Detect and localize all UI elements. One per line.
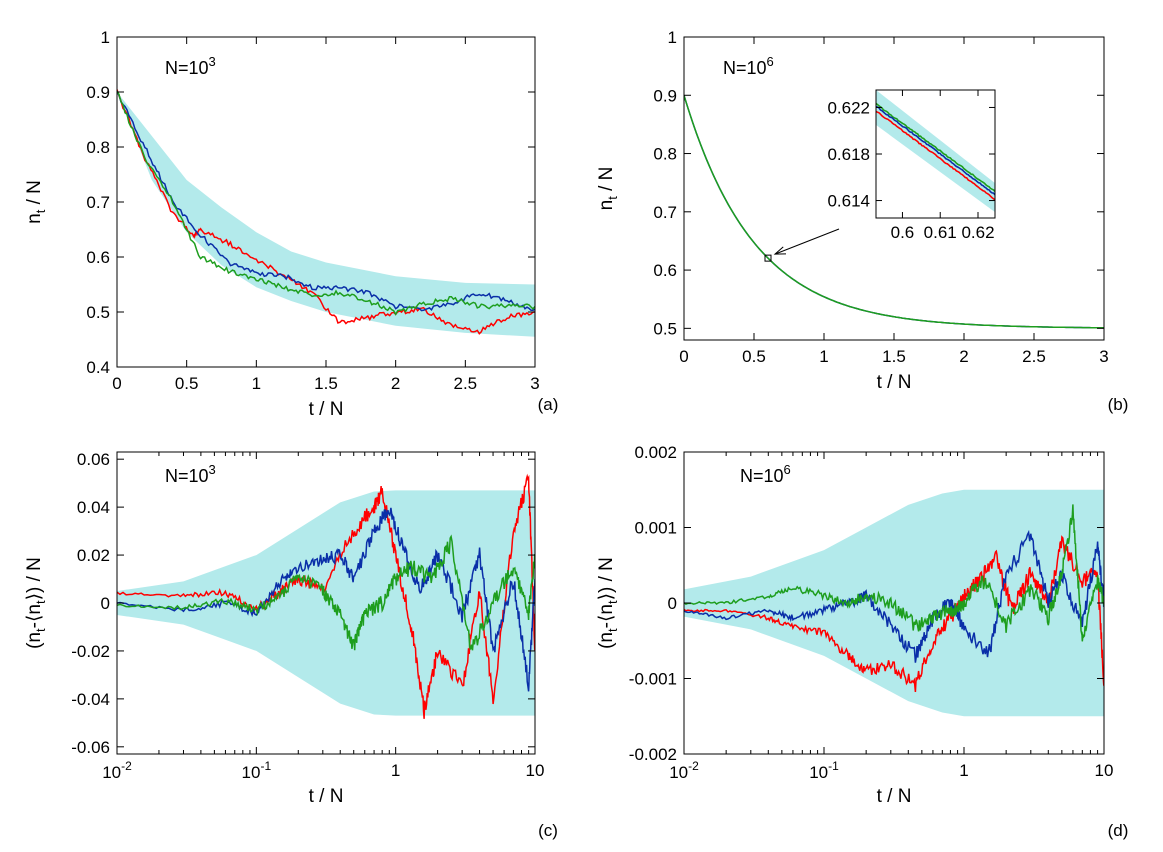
- series-red: [117, 89, 535, 335]
- inset-x-tick-label: 0.62: [961, 223, 994, 242]
- y-tick-label: 0.8: [653, 145, 677, 164]
- n-annotation: N=106: [740, 462, 791, 486]
- y-tick-label: 0.4: [86, 358, 110, 377]
- y-axis-label: nt / N: [596, 167, 620, 211]
- y-tick-label: 0: [668, 594, 677, 613]
- y-tick-label: 0.7: [653, 203, 677, 222]
- y-tick-label: -0.04: [71, 690, 110, 709]
- x-axis-label: t / N: [877, 372, 912, 393]
- x-tick-label: 1: [959, 761, 968, 780]
- panel-b: 0 0.5 1 1.5 2 2.5 30.50.60.70.80.91t / Nnt / N…: [596, 28, 1128, 414]
- y-tick-label: 0.6: [653, 261, 677, 280]
- series-green: [117, 90, 535, 316]
- plot-area: [684, 95, 1104, 329]
- n-annotation: N=103: [165, 54, 216, 78]
- y-tick-label: 0.9: [653, 86, 677, 105]
- zoom-arrowhead: [773, 246, 787, 255]
- y-tick-label: 0.06: [77, 450, 110, 469]
- confidence-band: [117, 490, 535, 716]
- inset-series-green: [876, 102, 995, 193]
- inset: 0.6 0.61 0.62 0.614 0.618 0.622: [827, 89, 996, 242]
- inset-y-tick-label: 0.618: [827, 145, 870, 164]
- y-tick-label: 0.02: [77, 546, 110, 565]
- y-tick-label: 0.001: [634, 519, 677, 538]
- x-tick-label: 0.5: [742, 347, 766, 366]
- zoom-marker: [764, 254, 772, 262]
- x-tick-label: 3: [1099, 347, 1108, 366]
- x-tick-label: 2: [391, 374, 400, 393]
- inset-y-tick-label: 0.614: [827, 192, 870, 211]
- y-tick-label: 0.002: [634, 443, 677, 462]
- x-tick-label: 10: [526, 761, 545, 780]
- y-tick-label: 1: [101, 28, 110, 47]
- x-tick-label: 1: [391, 761, 400, 780]
- x-tick-label: 0: [679, 347, 688, 366]
- x-axis-label: t / N: [309, 786, 344, 807]
- y-tick-label: 0.9: [86, 83, 110, 102]
- x-axis-label: t / N: [877, 786, 912, 807]
- y-tick-label: -0.02: [71, 642, 110, 661]
- panel-d: 10-2 10-1 1 10 -0.002 -0.001 0 0.001 0.002 t / N (…: [596, 443, 1128, 840]
- x-tick-label: 2.5: [454, 374, 478, 393]
- y-axis-label: nt / N: [24, 180, 48, 224]
- y-tick-label: -0.06: [71, 738, 110, 757]
- series-green: [117, 534, 535, 651]
- x-tick-label: 1.5: [882, 347, 906, 366]
- y-tick-label: 0.04: [77, 498, 110, 517]
- y-tick-label: -0.001: [629, 670, 677, 689]
- y-tick-label: 0.7: [86, 193, 110, 212]
- x-tick-label: 2.5: [1022, 347, 1046, 366]
- x-tick-label: 10-1: [809, 759, 839, 782]
- n-annotation: N=106: [723, 54, 774, 78]
- y-tick-label: 0.8: [86, 138, 110, 157]
- x-tick-label: 0: [112, 374, 121, 393]
- x-tick-label: 1.5: [314, 374, 338, 393]
- x-tick-label: 10-1: [242, 759, 272, 782]
- y-axis-label: (nt-⟨nt⟩) / N: [596, 557, 620, 649]
- x-tick-label: 1: [252, 374, 261, 393]
- series-green: [684, 95, 1104, 329]
- x-tick-label: 10-2: [102, 759, 132, 782]
- y-tick-label: 1: [668, 28, 677, 47]
- y-tick-label: 0.5: [653, 319, 677, 338]
- x-tick-label: 10: [1095, 761, 1114, 780]
- inset-plot: [876, 90, 995, 213]
- plot-area: [117, 89, 535, 337]
- panel-label: (b): [1108, 395, 1129, 414]
- y-tick-label: 0.6: [86, 248, 110, 267]
- panel-label: (d): [1108, 821, 1129, 840]
- n-annotation: N=103: [165, 462, 216, 486]
- x-tick-label: 0.5: [175, 374, 199, 393]
- x-axis-label: t / N: [309, 399, 344, 420]
- series-green: [684, 504, 1104, 642]
- plot-area: [684, 489, 1104, 717]
- y-tick-label: -0.002: [629, 745, 677, 764]
- series-blue: [117, 90, 535, 312]
- y-tick-label: 0: [101, 594, 110, 613]
- inset-x-tick-label: 0.6: [891, 223, 915, 242]
- x-tick-label: 2: [959, 347, 968, 366]
- zoom-arrow: [774, 228, 840, 255]
- y-axis-label: (nt-⟨nt⟩) / N: [24, 557, 48, 649]
- x-tick-label: 10-2: [669, 759, 699, 782]
- inset-x-tick-label: 0.61: [924, 223, 957, 242]
- x-tick-label: 3: [530, 374, 539, 393]
- panel-label: (a): [538, 395, 559, 414]
- plot-area: [117, 473, 535, 719]
- panel-label: (c): [538, 821, 558, 840]
- panel-c: 10-2 10-1 1 10 -0.06 -0.04 -0.02 0 0.02 0.04 0.06 t…: [24, 450, 558, 840]
- inset-y-tick-label: 0.622: [827, 98, 870, 117]
- x-tick-label: 1: [819, 347, 828, 366]
- y-tick-label: 0.5: [86, 303, 110, 322]
- inset-series-blue: [876, 105, 995, 196]
- series-blue: [117, 507, 535, 692]
- panel-a: 0 0.5 1 1.5 2 2.5 3 0.4 0.5 0.6 0.7 0.8 0.9 1 t / N nt …: [24, 28, 558, 420]
- inset-series-red: [876, 110, 995, 201]
